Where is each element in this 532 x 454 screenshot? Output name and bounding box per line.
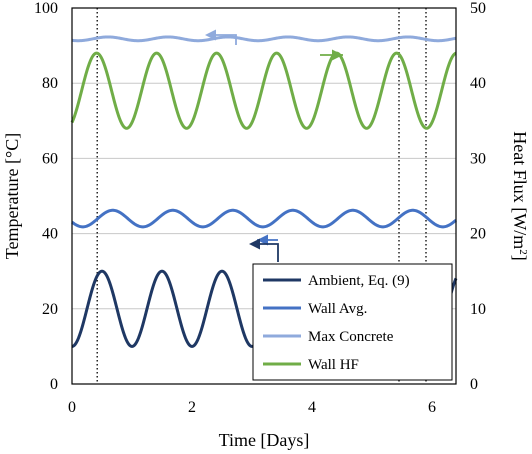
y-right-tick-label: 0 [470, 376, 478, 393]
y-axis-right-label-main: Heat Flux [W/m [510, 131, 530, 249]
y-right-tick-label: 30 [470, 150, 486, 167]
legend-label-2: Max Concrete [308, 329, 394, 345]
y-left-tick-label: 60 [42, 150, 58, 167]
y-right-tick-label: 40 [470, 75, 486, 92]
legend-label-0: Ambient, Eq. (9) [308, 273, 410, 289]
y-right-tick-label: 10 [470, 301, 486, 318]
x-tick-label: 2 [188, 399, 196, 416]
x-tick-label: 0 [68, 399, 76, 416]
wall-hf-arrow [320, 49, 343, 61]
y-left-tick-label: 40 [42, 226, 58, 243]
y-left-tick-label: 20 [42, 301, 58, 318]
series-line-1 [71, 208, 457, 229]
max-concrete-arrow-head [205, 29, 216, 41]
plot-frame [71, 7, 457, 385]
ambient-arrow-shaft [260, 243, 279, 262]
wall-hf-arrow-head [332, 49, 343, 61]
y-left-tick-label: 100 [34, 0, 58, 17]
legend-label-1: Wall Avg. [308, 301, 367, 317]
legend-label-3: Wall HF [308, 357, 359, 373]
y-right-tick-label: 20 [470, 226, 486, 243]
wall-avg-arrow-head [257, 234, 268, 246]
x-tick-label: 4 [308, 399, 316, 416]
axis-arrows [205, 29, 343, 262]
legend-box [252, 263, 453, 381]
y-left-tick-label: 80 [42, 75, 58, 92]
x-axis-label: Time [Days] [219, 430, 310, 450]
y-axis-right-label-sup: 2 [517, 249, 529, 255]
y-axis-left-label: Temperature [°C] [2, 133, 22, 259]
wall-avg-arrow [257, 234, 278, 246]
y-left-tick-label: 0 [50, 376, 58, 393]
y-axis-right-label-tail: ] [510, 255, 530, 261]
max-concrete-arrow-shaft [216, 34, 237, 45]
ambient-arrow-head [249, 238, 260, 250]
y-axis-right-label: Heat Flux [W/m2] [510, 131, 530, 260]
series-line-2 [71, 35, 457, 43]
y-right-tick-label: 50 [470, 0, 486, 17]
series-line-3 [70, 51, 457, 130]
legend: Ambient, Eq. (9) Wall Avg. Max Concrete Wal… [252, 263, 453, 381]
x-tick-label: 6 [428, 399, 436, 416]
